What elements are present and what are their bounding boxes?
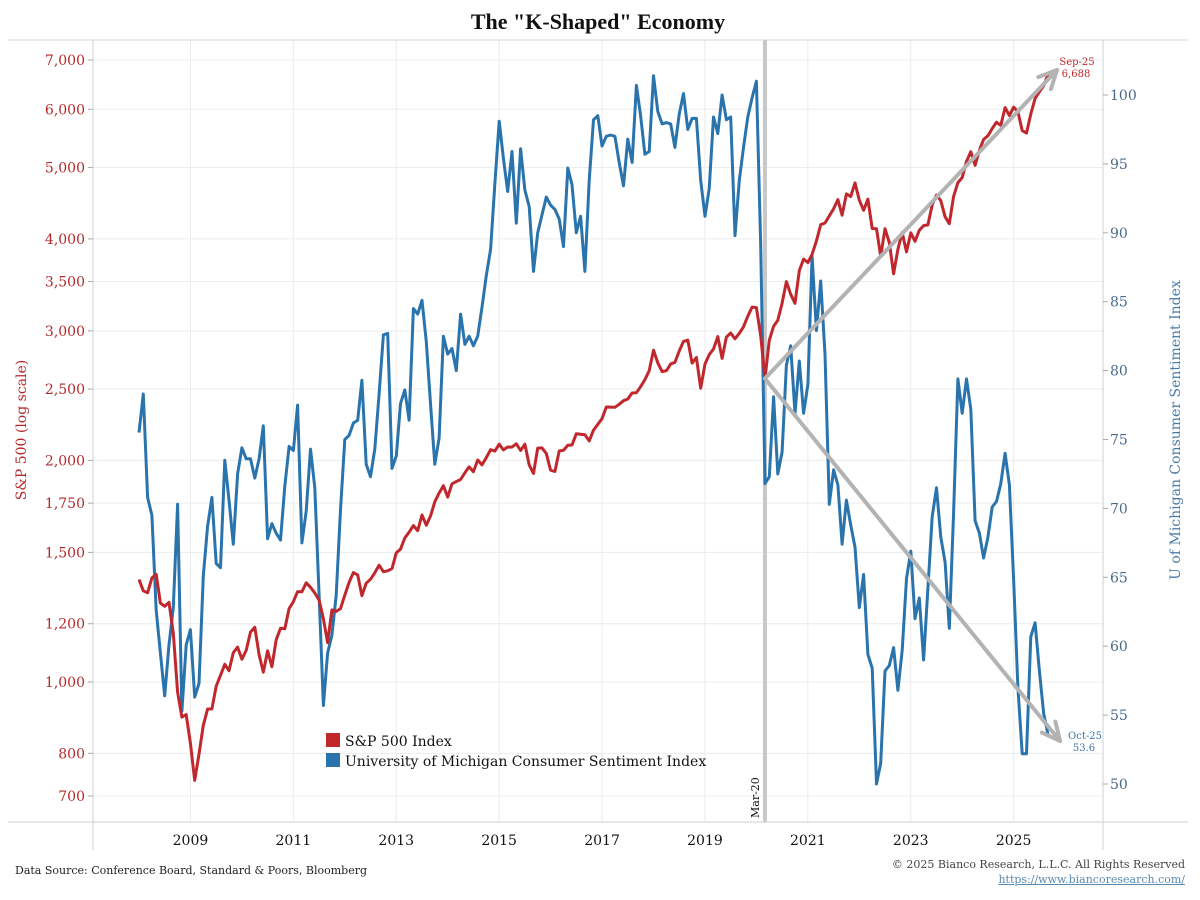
sp500-line [137,74,1050,782]
x-axis-ticks: 2009 2011 2013 2015 2017 2019 2021 2023 2025 [173,833,1032,849]
right-tick-label: 50 [1110,777,1128,793]
right-tick-label: 85 [1110,295,1128,311]
left-tick-label: 1,000 [45,675,85,691]
legend-label-sentiment: University of Michigan Consumer Sentimen… [345,754,706,770]
left-tick-label: 1,750 [45,496,85,512]
legend-label-sp500: S&P 500 Index [345,734,452,750]
copyright-block: © 2025 Bianco Research, L.L.C. All Right… [892,857,1185,887]
x-tick-label: 2009 [173,833,209,849]
left-tick-label: 3,000 [45,324,85,340]
copyright-text: © 2025 Bianco Research, L.L.C. All Right… [891,858,1185,871]
gridlines [93,40,1103,822]
right-axis-label: U of Michigan Consumer Sentiment Index [1168,280,1184,580]
right-tick-label: 100 [1110,88,1137,104]
x-tick-label: 2015 [481,833,517,849]
x-tick-label: 2025 [996,833,1032,849]
left-tick-label: 4,000 [45,232,85,248]
right-tick-label: 55 [1110,708,1128,724]
x-tick-label: 2011 [276,833,312,849]
sentiment-end-date: Oct-25 [1068,731,1102,742]
data-source-note: Data Source: Conference Board, Standard … [15,864,368,877]
left-tick-label: 700 [58,789,85,805]
k-arrow-up-head [1036,68,1059,92]
left-axis-ticks: 700 800 1,000 1,200 1,500 1,750 2,000 2,500 3,00… [45,53,93,805]
k-arrows [762,68,1062,743]
right-tick-label: 80 [1110,364,1128,380]
mar-20-label: Mar-20 [749,777,762,818]
series-lines [137,74,1050,786]
left-tick-label: 6,000 [45,102,85,118]
k-arrow-down-head [1039,719,1062,743]
right-tick-label: 65 [1110,570,1128,586]
sp500-end-date: Sep-25 [1059,57,1094,68]
k-arrow-down [762,376,1062,743]
k-arrow-up [762,68,1059,381]
left-tick-label: 800 [58,746,85,762]
left-tick-label: 3,500 [45,275,85,291]
left-axis-label: S&P 500 (log scale) [14,360,30,500]
left-tick-label: 7,000 [45,53,85,69]
legend: S&P 500 Index University of Michigan Con… [326,733,706,770]
right-tick-label: 60 [1110,639,1128,655]
x-tick-label: 2017 [584,833,620,849]
sentiment-end-value: 53.6 [1073,743,1095,754]
right-tick-label: 95 [1110,157,1128,173]
website-link[interactable]: https://www.biancoresearch.com/ [998,873,1185,886]
sp500-end-value: 6,688 [1062,69,1091,80]
right-axis-ticks: 50 55 60 65 70 75 80 85 90 95 100 [1103,88,1137,793]
left-tick-label: 5,000 [45,161,85,177]
x-tick-label: 2023 [893,833,929,849]
right-tick-label: 70 [1110,501,1128,517]
plot-frame [8,39,1188,850]
sentiment-line [137,74,1050,786]
left-tick-label: 2,500 [45,382,85,398]
x-tick-label: 2021 [790,833,826,849]
legend-swatch-sp500 [326,733,340,747]
right-tick-label: 90 [1110,226,1128,242]
legend-swatch-sentiment [326,753,340,767]
left-tick-label: 2,000 [45,453,85,469]
chart-title: The "K-Shaped" Economy [471,9,725,34]
left-tick-label: 1,200 [45,617,85,633]
left-tick-label: 1,500 [45,545,85,561]
right-tick-label: 75 [1110,433,1128,449]
x-tick-label: 2013 [378,833,414,849]
x-tick-label: 2019 [687,833,723,849]
